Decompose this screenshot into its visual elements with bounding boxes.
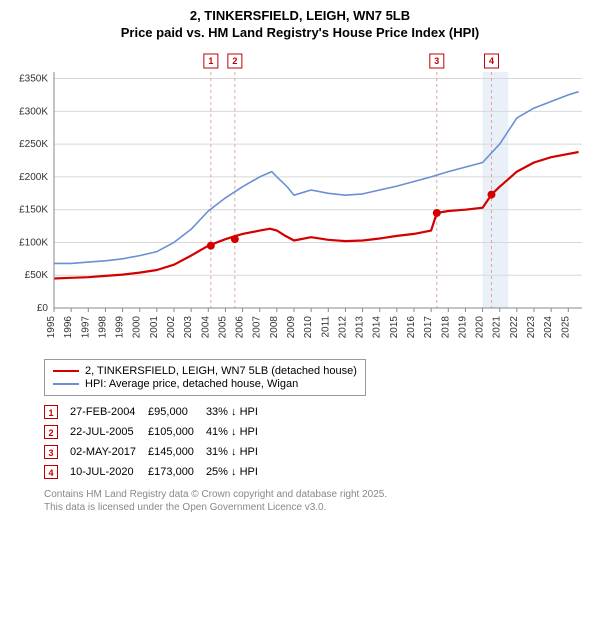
y-tick-label: £150K: [19, 204, 48, 215]
x-tick-label: 2016: [406, 315, 417, 338]
series-marker: [433, 209, 441, 217]
legend: 2, TINKERSFIELD, LEIGH, WN7 5LB (detache…: [44, 359, 366, 396]
chart-title-block: 2, TINKERSFIELD, LEIGH, WN7 5LB Price pa…: [10, 8, 590, 42]
x-tick-label: 2008: [269, 315, 280, 338]
x-tick-label: 1995: [46, 315, 57, 338]
event-delta: 31% ↓ HPI: [206, 442, 270, 462]
x-tick-label: 2002: [166, 315, 177, 338]
x-tick-label: 2010: [303, 315, 314, 338]
y-tick-label: £0: [37, 303, 49, 314]
event-row: 1 27-FEB-2004£95,00033% ↓ HPI: [44, 402, 270, 422]
y-tick-label: £350K: [19, 73, 48, 84]
legend-swatch: [53, 383, 79, 385]
event-price: £173,000: [148, 462, 206, 482]
x-tick-label: 2021: [492, 315, 503, 338]
event-price: £95,000: [148, 402, 206, 422]
event-price: £105,000: [148, 422, 206, 442]
x-tick-label: 2023: [526, 315, 537, 338]
event-marker: 3: [44, 445, 58, 459]
footnote-line-2: This data is licensed under the Open Gov…: [44, 501, 590, 514]
x-tick-label: 2011: [320, 315, 331, 337]
event-date: 22-JUL-2005: [70, 422, 148, 442]
event-marker-num: 2: [232, 56, 237, 66]
legend-row: 2, TINKERSFIELD, LEIGH, WN7 5LB (detache…: [53, 365, 357, 377]
x-tick-label: 2005: [217, 315, 228, 338]
footnote-line-1: Contains HM Land Registry data © Crown c…: [44, 488, 590, 501]
y-tick-label: £250K: [19, 139, 48, 150]
event-price: £145,000: [148, 442, 206, 462]
series-marker: [487, 190, 495, 198]
x-tick-label: 1996: [63, 315, 74, 338]
series-marker: [231, 235, 239, 243]
x-tick-label: 2017: [423, 315, 434, 338]
footnote: Contains HM Land Registry data © Crown c…: [44, 488, 590, 514]
x-tick-label: 2014: [372, 315, 383, 338]
event-row: 4 10-JUL-2020£173,00025% ↓ HPI: [44, 462, 270, 482]
price-chart: £0 £50K £100K £150K £200K £250K £300K £350K 1 2 3 4…: [10, 48, 590, 348]
events-table: 1 27-FEB-2004£95,00033% ↓ HPI 2 22-JUL-2005…: [44, 402, 270, 482]
legend-label: 2, TINKERSFIELD, LEIGH, WN7 5LB (detache…: [85, 365, 357, 377]
x-tick-label: 2006: [235, 315, 246, 338]
event-delta: 33% ↓ HPI: [206, 402, 270, 422]
event-marker: 4: [44, 465, 58, 479]
event-delta: 25% ↓ HPI: [206, 462, 270, 482]
event-marker-num: 4: [489, 56, 494, 66]
y-tick-label: £100K: [19, 237, 48, 248]
chart-area: £0 £50K £100K £150K £200K £250K £300K £350K 1 2 3 4…: [10, 48, 590, 353]
x-tick-label: 2025: [560, 315, 571, 338]
x-tick-label: 2004: [200, 315, 211, 338]
y-tick-label: £300K: [19, 106, 48, 117]
series-marker: [207, 242, 215, 250]
x-tick-label: 2003: [183, 315, 194, 338]
event-marker: 1: [44, 405, 58, 419]
x-tick-label: 2019: [457, 315, 468, 338]
x-tick-label: 2000: [132, 315, 143, 338]
x-tick-label: 2001: [149, 315, 160, 338]
x-tick-label: 2013: [355, 315, 366, 338]
title-line-2: Price paid vs. HM Land Registry's House …: [10, 25, 590, 42]
title-line-1: 2, TINKERSFIELD, LEIGH, WN7 5LB: [10, 8, 590, 25]
x-tick-label: 2018: [440, 315, 451, 338]
event-date: 27-FEB-2004: [70, 402, 148, 422]
y-tick-label: £50K: [25, 270, 49, 281]
event-row: 3 02-MAY-2017£145,00031% ↓ HPI: [44, 442, 270, 462]
x-tick-label: 2020: [475, 315, 486, 338]
event-marker-num: 1: [208, 56, 213, 66]
legend-swatch: [53, 370, 79, 372]
x-tick-label: 1999: [115, 315, 126, 338]
event-delta: 41% ↓ HPI: [206, 422, 270, 442]
x-tick-label: 2015: [389, 315, 400, 338]
event-marker-num: 3: [434, 56, 439, 66]
y-tick-label: £200K: [19, 172, 48, 183]
event-date: 02-MAY-2017: [70, 442, 148, 462]
x-tick-label: 1998: [97, 315, 108, 338]
legend-label: HPI: Average price, detached house, Wiga…: [85, 378, 298, 390]
legend-row: HPI: Average price, detached house, Wiga…: [53, 378, 357, 390]
x-tick-label: 2012: [337, 315, 348, 338]
x-tick-label: 2024: [543, 315, 554, 338]
event-row: 2 22-JUL-2005£105,00041% ↓ HPI: [44, 422, 270, 442]
event-date: 10-JUL-2020: [70, 462, 148, 482]
x-tick-label: 2007: [252, 315, 263, 338]
x-tick-label: 2022: [509, 315, 520, 338]
event-marker: 2: [44, 425, 58, 439]
x-tick-label: 1997: [80, 315, 91, 338]
x-tick-label: 2009: [286, 315, 297, 338]
